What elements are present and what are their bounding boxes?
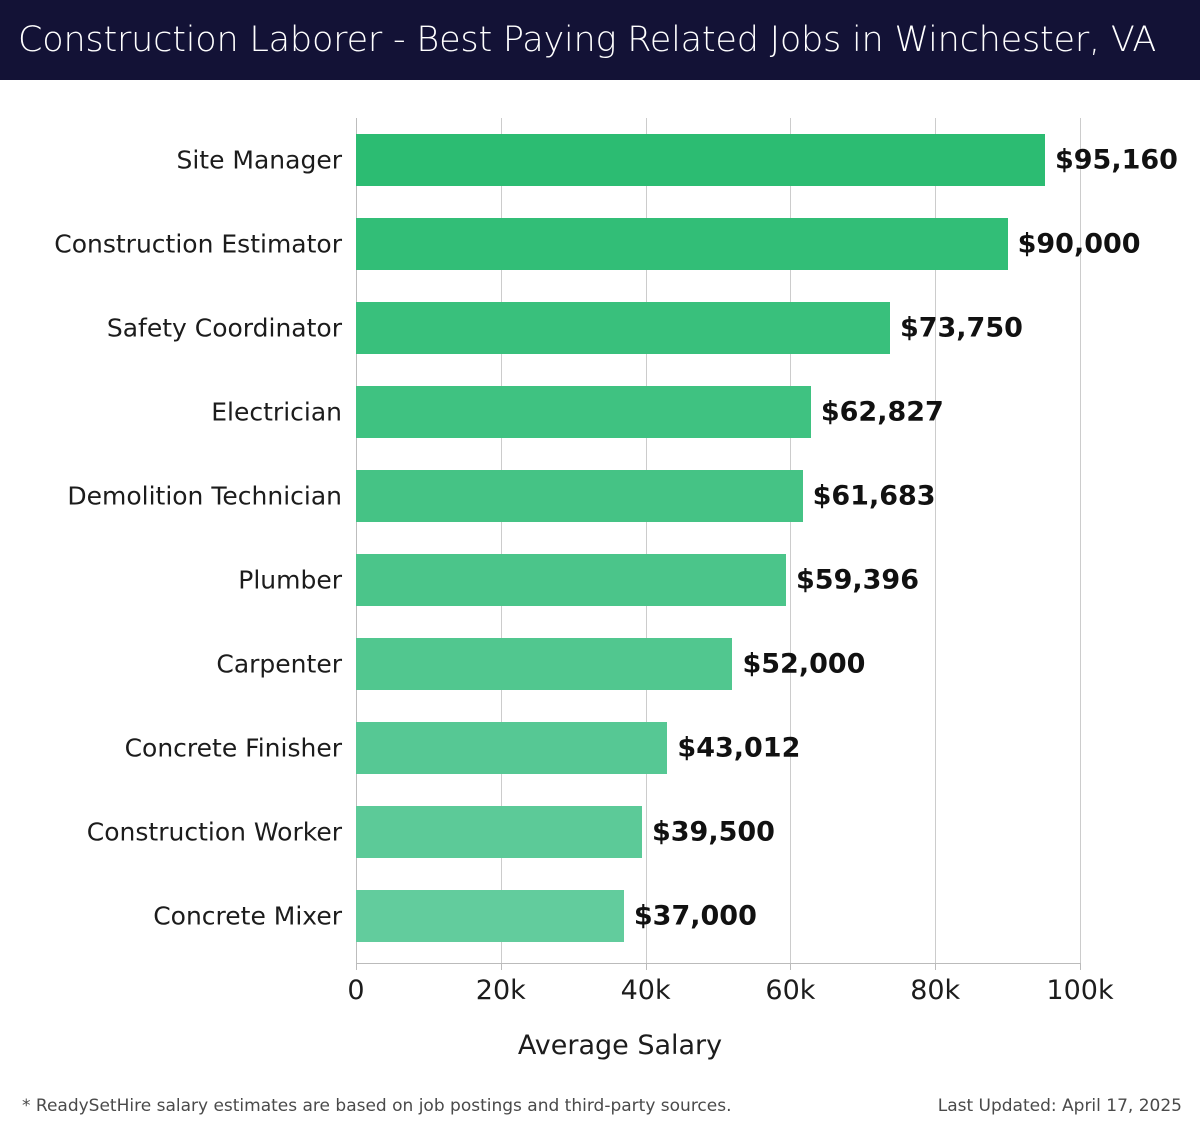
bar-row: Site Manager $95,160	[0, 134, 1200, 186]
x-tick-label: 100k	[1046, 975, 1114, 1006]
bar-value-label: $59,396	[796, 564, 919, 596]
bar-row: Concrete Mixer $37,000	[0, 890, 1200, 942]
x-tick-mark	[356, 963, 357, 970]
bar[interactable]	[356, 218, 1008, 270]
bar-row: Construction Estimator $90,000	[0, 218, 1200, 270]
category-label: Site Manager	[176, 145, 342, 175]
x-tick-label: 40k	[620, 975, 671, 1006]
bar-row: Concrete Finisher $43,012	[0, 722, 1200, 774]
bar-row: Construction Worker $39,500	[0, 806, 1200, 858]
gridline-20k	[500, 118, 502, 963]
category-label: Electrician	[211, 397, 342, 427]
bar-row: Plumber $59,396	[0, 554, 1200, 606]
x-tick-mark	[790, 963, 792, 970]
category-label: Construction Worker	[86, 817, 342, 847]
gridline-40k	[645, 118, 647, 963]
bar[interactable]	[356, 302, 890, 354]
bar[interactable]	[356, 890, 624, 942]
category-label: Safety Coordinator	[106, 313, 342, 343]
x-axis-title: Average Salary	[0, 1030, 1200, 1061]
bar-value-label: $39,500	[651, 816, 775, 848]
last-updated-text: Last Updated: April 17, 2025	[937, 1096, 1182, 1116]
category-label: Plumber	[238, 565, 342, 595]
footnote-text: * ReadySetHire salary estimates are base…	[22, 1096, 732, 1116]
bar[interactable]	[356, 134, 1045, 186]
gridline-80k	[935, 118, 937, 963]
x-tick-mark	[1080, 963, 1081, 970]
bar[interactable]	[356, 638, 733, 690]
gridline-100k	[1080, 118, 1081, 963]
bar-value-label: $73,750	[899, 312, 1023, 344]
bar-row: Electrician $62,827	[0, 386, 1200, 438]
bar-value-label: $52,000	[742, 648, 866, 680]
bar-value-label: $90,000	[1017, 228, 1141, 260]
bar[interactable]	[356, 386, 811, 438]
bar[interactable]	[356, 554, 787, 606]
x-axis-title-label: Average Salary	[517, 1030, 723, 1061]
x-tick-mark	[645, 963, 647, 970]
bar-value-label: $43,012	[677, 732, 801, 764]
x-tick-label: 60k	[765, 975, 816, 1006]
bar-value-label: $95,160	[1054, 144, 1178, 176]
bar-value-label: $62,827	[820, 396, 944, 428]
bar-value-label: $37,000	[633, 900, 757, 932]
x-tick-mark	[935, 963, 937, 970]
bar[interactable]	[356, 806, 642, 858]
bar-row: Safety Coordinator $73,750	[0, 302, 1200, 354]
chart-header-bar: Construction Laborer - Best Paying Relat…	[0, 0, 1200, 80]
category-label: Construction Estimator	[54, 229, 342, 259]
category-label: Demolition Technician	[67, 481, 342, 511]
bar-row: Carpenter $52,000	[0, 638, 1200, 690]
x-tick-label: 80k	[910, 975, 961, 1006]
x-tick-mark	[500, 963, 502, 970]
bar[interactable]	[356, 470, 803, 522]
bar[interactable]	[356, 722, 668, 774]
page-title: Construction Laborer - Best Paying Relat…	[18, 20, 1157, 60]
x-tick-label: 20k	[475, 975, 526, 1006]
x-tick-label: 0	[347, 975, 365, 1006]
category-label: Concrete Finisher	[124, 733, 342, 763]
gridline-60k	[790, 118, 792, 963]
category-label: Concrete Mixer	[153, 901, 342, 931]
bar-value-label: $61,683	[812, 480, 936, 512]
bar-row: Demolition Technician $61,683	[0, 470, 1200, 522]
chart-footer: * ReadySetHire salary estimates are base…	[0, 1096, 1200, 1126]
gridline-0	[356, 118, 357, 963]
chart-gridlines	[356, 118, 1081, 963]
x-axis-line	[356, 963, 1081, 964]
category-label: Carpenter	[216, 649, 342, 679]
